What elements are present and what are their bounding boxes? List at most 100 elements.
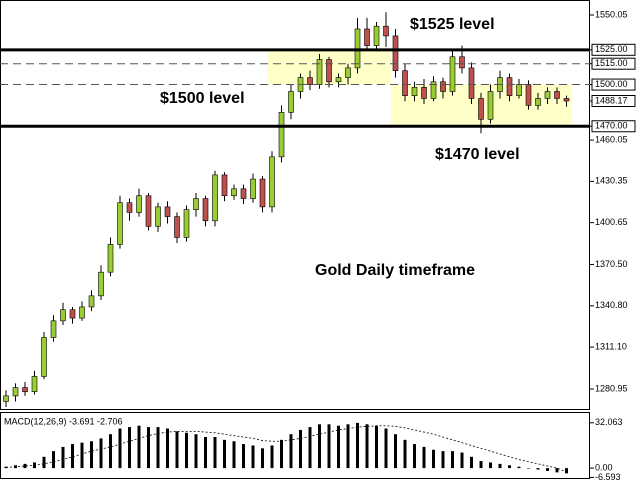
macd-bar: [109, 434, 112, 469]
candle-body: [468, 67, 475, 99]
macd-bar: [517, 466, 521, 469]
y-tick-label: 1525.00: [595, 44, 628, 54]
candle-body: [12, 387, 19, 397]
tick-box: [591, 120, 636, 133]
macd-bar: [194, 434, 198, 469]
macd-bar: [489, 462, 492, 469]
y-tick-label: 32.063: [595, 417, 623, 427]
y-tick-label: 1280.95: [595, 383, 628, 393]
candle-body: [345, 67, 351, 78]
macd-bar: [280, 439, 283, 469]
candle-body: [392, 35, 399, 71]
macd-bar: [565, 468, 568, 474]
candle-body: [478, 98, 484, 120]
y-tick-label: 1460.05: [595, 134, 628, 144]
macd-bar: [232, 441, 236, 469]
candle-body: [69, 309, 76, 319]
y-tick-label: 1550.05: [595, 9, 628, 19]
macd-bar: [308, 427, 312, 469]
y-tick-label: 1470.00: [595, 121, 628, 131]
candle-body: [535, 98, 541, 106]
candle-body: [449, 56, 456, 92]
macd-bar: [337, 425, 340, 469]
candle-body: [459, 56, 465, 69]
candle-body: [145, 195, 152, 227]
candle-body: [383, 25, 389, 37]
macd-bar: [289, 434, 293, 469]
candle-body: [107, 244, 114, 273]
candle-body: [269, 156, 275, 208]
main-frame: [0, 0, 590, 410]
macd-bar: [479, 461, 483, 469]
macd-bar: [261, 448, 264, 469]
candle-body: [231, 188, 237, 197]
candle-body: [506, 77, 513, 96]
candle-body: [411, 87, 418, 96]
macd-bar: [251, 445, 255, 469]
macd-bar: [441, 451, 445, 469]
candle-body: [278, 112, 285, 158]
macd-bar: [23, 463, 27, 469]
y-tick-label: 1400.65: [595, 217, 628, 227]
annotation: Gold Daily timeframe: [315, 262, 475, 279]
candle-body: [487, 91, 494, 120]
candle-body: [50, 320, 57, 338]
candle-body: [525, 84, 532, 106]
macd-bar: [99, 438, 103, 469]
macd-bar: [384, 428, 388, 469]
macd-bar: [403, 439, 407, 469]
macd-bar: [318, 424, 321, 469]
macd-bar: [555, 468, 559, 473]
macd-bar: [451, 451, 454, 469]
candle-body: [212, 174, 218, 222]
macd-bar: [270, 445, 274, 469]
candle-body: [164, 206, 171, 217]
macd-bar: [185, 432, 188, 469]
candle-body: [136, 195, 142, 213]
candle-body: [174, 216, 180, 238]
macd-bar: [508, 465, 511, 469]
macd-bar: [175, 431, 179, 469]
candle-body: [183, 209, 190, 238]
macd-bar: [90, 441, 93, 469]
macd-bar: [242, 444, 245, 469]
macd-bar: [365, 424, 369, 469]
macd-bar: [71, 444, 74, 469]
annotation: $1470 level: [435, 146, 520, 163]
tick-box: [591, 57, 636, 70]
macd-bar: [223, 439, 226, 469]
candle-body: [60, 309, 66, 322]
macd-bar: [536, 468, 540, 470]
candle-body: [440, 81, 446, 92]
y-tick-label: 1500.00: [595, 79, 628, 89]
macd-bar: [52, 451, 55, 469]
macd-bar: [80, 442, 84, 469]
candle-body: [373, 25, 380, 46]
macd-bar: [299, 429, 302, 469]
y-tick-label: 1430.35: [595, 176, 628, 186]
macd-bar: [61, 446, 65, 469]
candle-body: [126, 202, 133, 213]
candle-body: [307, 77, 313, 85]
macd-bar: [166, 428, 169, 469]
candle-body: [563, 98, 570, 102]
y-tick-label: 1311.10: [595, 341, 627, 351]
candle-body: [117, 202, 123, 245]
y-tick-label: 1340.80: [595, 300, 628, 310]
y-tick-label: 1515.00: [595, 58, 628, 68]
tick-box: [591, 95, 636, 108]
y-tick-label: 0.00: [595, 462, 613, 472]
candle-body: [98, 271, 104, 297]
annotation: $1500 level: [160, 90, 245, 107]
candle-body: [554, 91, 560, 99]
candle-body: [516, 84, 522, 96]
macd-bar: [413, 444, 416, 469]
candle-body: [250, 178, 256, 199]
candle-body: [3, 395, 9, 402]
macd-bar: [394, 434, 397, 469]
candle-body: [193, 198, 199, 210]
candle-body: [288, 91, 294, 113]
candle-body: [544, 91, 551, 99]
candle-body: [221, 174, 228, 197]
